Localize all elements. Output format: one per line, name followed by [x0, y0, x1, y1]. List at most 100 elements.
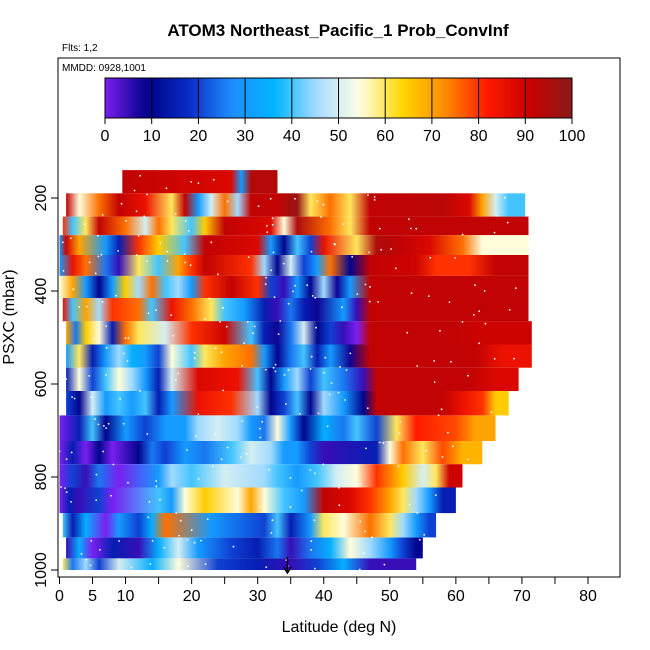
sample-dot: [85, 558, 88, 561]
sample-dot: [189, 264, 192, 267]
sample-dot: [272, 251, 275, 254]
sample-dot: [190, 529, 193, 532]
sample-dot: [105, 325, 108, 327]
sample-dot: [270, 532, 273, 534]
sample-dot: [508, 309, 511, 311]
sample-dot: [423, 533, 426, 536]
x-tick-label-80: 80: [579, 588, 597, 605]
sample-dot: [363, 552, 365, 554]
sample-dot: [177, 563, 180, 566]
sample-dot: [175, 512, 178, 514]
plot-frame: [57, 57, 621, 578]
colorbar-tick-label-0: 0: [101, 128, 110, 145]
sample-dot: [122, 352, 125, 355]
sample-dot: [135, 254, 138, 256]
latitude-marker-arrow: [282, 557, 293, 575]
sample-dot: [241, 365, 244, 367]
sample-dot: [65, 378, 68, 380]
heatmap-layer-160: [122, 170, 278, 194]
sample-dot: [289, 477, 292, 479]
sample-dot: [95, 499, 98, 501]
sample-dot: [214, 433, 217, 436]
heatmap-layer-300: [59, 235, 529, 255]
sample-dot: [514, 287, 517, 289]
sample-dot: [127, 337, 130, 339]
sample-dot: [194, 435, 197, 438]
sample-dot: [94, 418, 96, 420]
sample-dot: [306, 284, 309, 287]
sample-dot: [241, 420, 244, 422]
sample-dot: [273, 296, 276, 299]
sample-dot: [253, 325, 256, 328]
sample-dot: [379, 227, 381, 230]
sample-dot: [70, 501, 72, 503]
sample-dot: [206, 518, 209, 520]
sample-dot: [265, 566, 268, 568]
sample-dot: [364, 530, 366, 533]
heatmap-layer-490: [66, 321, 532, 345]
sample-dot: [410, 227, 412, 230]
sample-dot: [317, 412, 320, 415]
sample-dot: [448, 301, 451, 303]
sample-dot: [247, 256, 250, 259]
sample-dot: [314, 296, 317, 299]
x-tick-label-40: 40: [315, 588, 333, 605]
sample-dot: [433, 381, 436, 383]
sample-dot: [427, 295, 430, 297]
sample-dot: [105, 427, 108, 429]
sample-dot: [454, 257, 456, 259]
sample-dot: [259, 436, 262, 439]
heatmap-layer-905: [62, 513, 437, 538]
colorbar-tick-label-20: 20: [190, 128, 208, 145]
sample-dot: [513, 357, 515, 360]
sample-dot: [294, 197, 296, 200]
sample-dot: [70, 451, 73, 454]
sample-dot: [204, 563, 207, 566]
sample-dot: [186, 449, 188, 451]
colorbar-tick-label-90: 90: [516, 128, 534, 145]
sample-dot: [139, 390, 142, 392]
sample-dot: [117, 250, 120, 252]
colorbar-tick-label-30: 30: [236, 128, 254, 145]
sample-dot: [314, 567, 316, 570]
sample-dot: [461, 321, 464, 323]
heatmap-layer-220: [66, 193, 526, 217]
sample-dot: [292, 290, 294, 293]
sample-dot: [93, 337, 96, 340]
sample-dot: [175, 379, 177, 381]
sample-dot: [147, 516, 150, 519]
sample-dot: [490, 411, 493, 414]
sample-dot: [322, 463, 325, 466]
x-tick-label-60: 60: [447, 588, 465, 605]
sample-dot: [447, 431, 449, 434]
sample-dot: [217, 273, 219, 276]
sample-dot: [204, 318, 206, 320]
sample-dot: [259, 427, 261, 430]
y-tick-label-200: 200: [33, 185, 50, 212]
chart-title: ATOM3 Northeast_Pacific_1 Prob_ConvInf: [167, 21, 509, 40]
sample-dot: [193, 541, 196, 544]
sample-dot: [383, 563, 386, 566]
sample-dot: [506, 221, 509, 224]
sample-dot: [440, 408, 443, 411]
sample-dot: [345, 517, 348, 519]
sample-dot: [159, 242, 162, 244]
white-dots-overlay: [58, 174, 517, 571]
heatmap-layer-750: [59, 441, 483, 465]
sample-dot: [220, 351, 223, 354]
sample-dot: [359, 520, 362, 523]
sample-dot: [211, 465, 214, 468]
sample-dot: [226, 200, 229, 203]
sample-dot: [316, 200, 319, 202]
sample-dot: [269, 197, 272, 200]
x-tick-label-70: 70: [513, 588, 531, 605]
heatmap-layer-390: [59, 275, 529, 298]
sample-dot: [137, 235, 140, 237]
sample-dot: [146, 260, 148, 263]
sample-dot: [88, 375, 91, 377]
sample-dot: [184, 261, 187, 264]
sample-dot: [61, 241, 64, 244]
colorbar-tick-label-80: 80: [470, 128, 488, 145]
sample-dot: [62, 269, 65, 272]
heatmap-layer-345: [59, 255, 529, 276]
